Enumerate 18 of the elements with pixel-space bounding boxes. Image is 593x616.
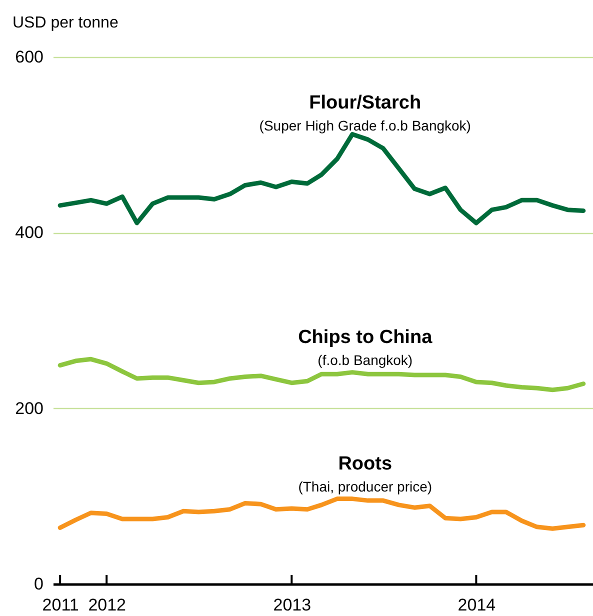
annotation: (Thai, producer price) [298,478,432,495]
line-series [58,132,586,226]
y-tick-label: 200 [15,398,44,418]
line-series [58,496,586,531]
annotation: (f.o.b Bangkok) [318,352,413,368]
x-tick-label: 2014 [458,596,496,614]
annotation: (Super High Grade f.o.b Bangkok) [259,118,471,134]
line-series [58,356,586,392]
series-label: Flour/Starch [309,92,422,114]
x-tick-label: 2011 [42,596,79,614]
y-axis-title: USD per tonne [12,14,118,32]
series-label: Chips to China [298,327,433,348]
x-tick-label: 2012 [88,596,126,614]
series-label: Roots [338,454,392,475]
y-tick-label: 400 [15,223,44,242]
y-tick-label: 0 [34,574,44,594]
x-tick-label: 2013 [273,596,312,614]
y-tick-label: 600 [15,48,44,66]
